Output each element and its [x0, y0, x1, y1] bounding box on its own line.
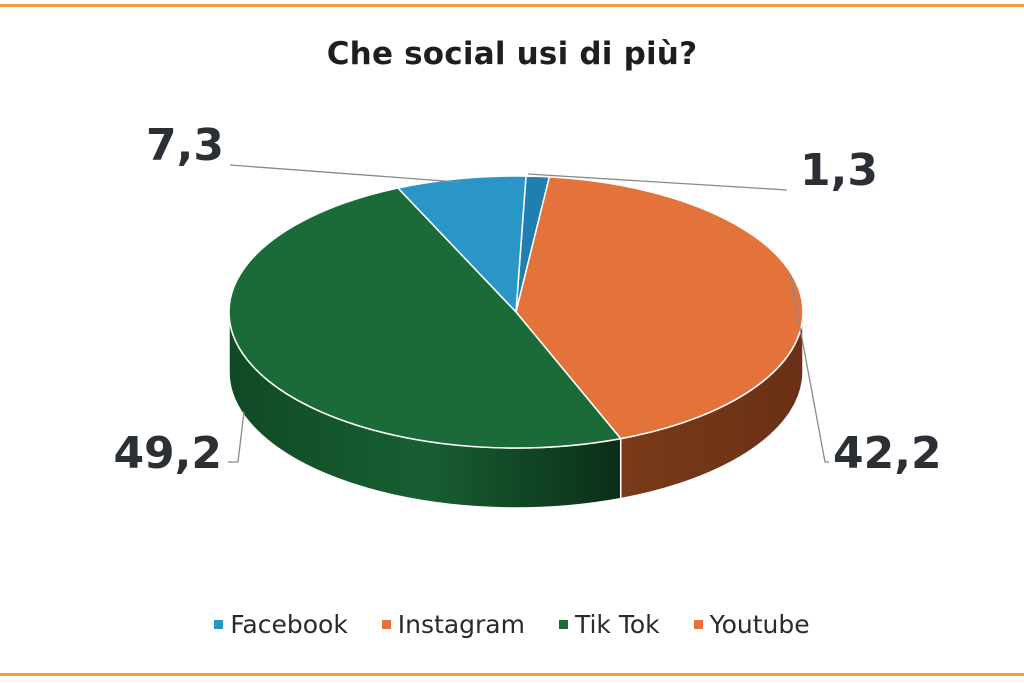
legend-item-tiktok: Tik Tok — [558, 610, 660, 639]
legend-swatch-instagram — [381, 620, 391, 629]
data-label-facebook: 1,3 — [800, 145, 878, 196]
pie-slice-youtube — [396, 175, 527, 314]
legend-swatch-tiktok — [558, 620, 568, 629]
data-label-instagram: 42,2 — [833, 428, 942, 479]
legend-label-youtube: Youtube — [709, 610, 810, 639]
pie-slice-instagram — [515, 176, 804, 440]
chart-legend: Facebook Instagram Tik Tok Youtube — [0, 610, 1024, 639]
pie-slice-tiktok — [228, 187, 623, 449]
legend-label-instagram: Instagram — [397, 610, 525, 639]
leader-line-instagram — [789, 273, 829, 463]
leader-line-tiktok — [228, 411, 245, 463]
data-label-tiktok: 49,2 — [113, 428, 222, 479]
legend-swatch-youtube — [693, 620, 703, 629]
legend-swatch-facebook — [214, 620, 224, 629]
data-label-youtube: 7,3 — [146, 120, 224, 171]
leader-line-youtube — [229, 164, 459, 183]
legend-item-facebook: Facebook — [214, 610, 348, 639]
legend-item-youtube: Youtube — [693, 610, 810, 639]
legend-label-facebook: Facebook — [230, 610, 348, 639]
top-border — [0, 4, 1024, 7]
leader-line-facebook — [527, 173, 788, 191]
legend-item-instagram: Instagram — [381, 610, 525, 639]
bottom-border — [0, 673, 1024, 676]
legend-label-tiktok: Tik Tok — [574, 610, 660, 639]
chart-title: Che social usi di più? — [326, 36, 698, 72]
